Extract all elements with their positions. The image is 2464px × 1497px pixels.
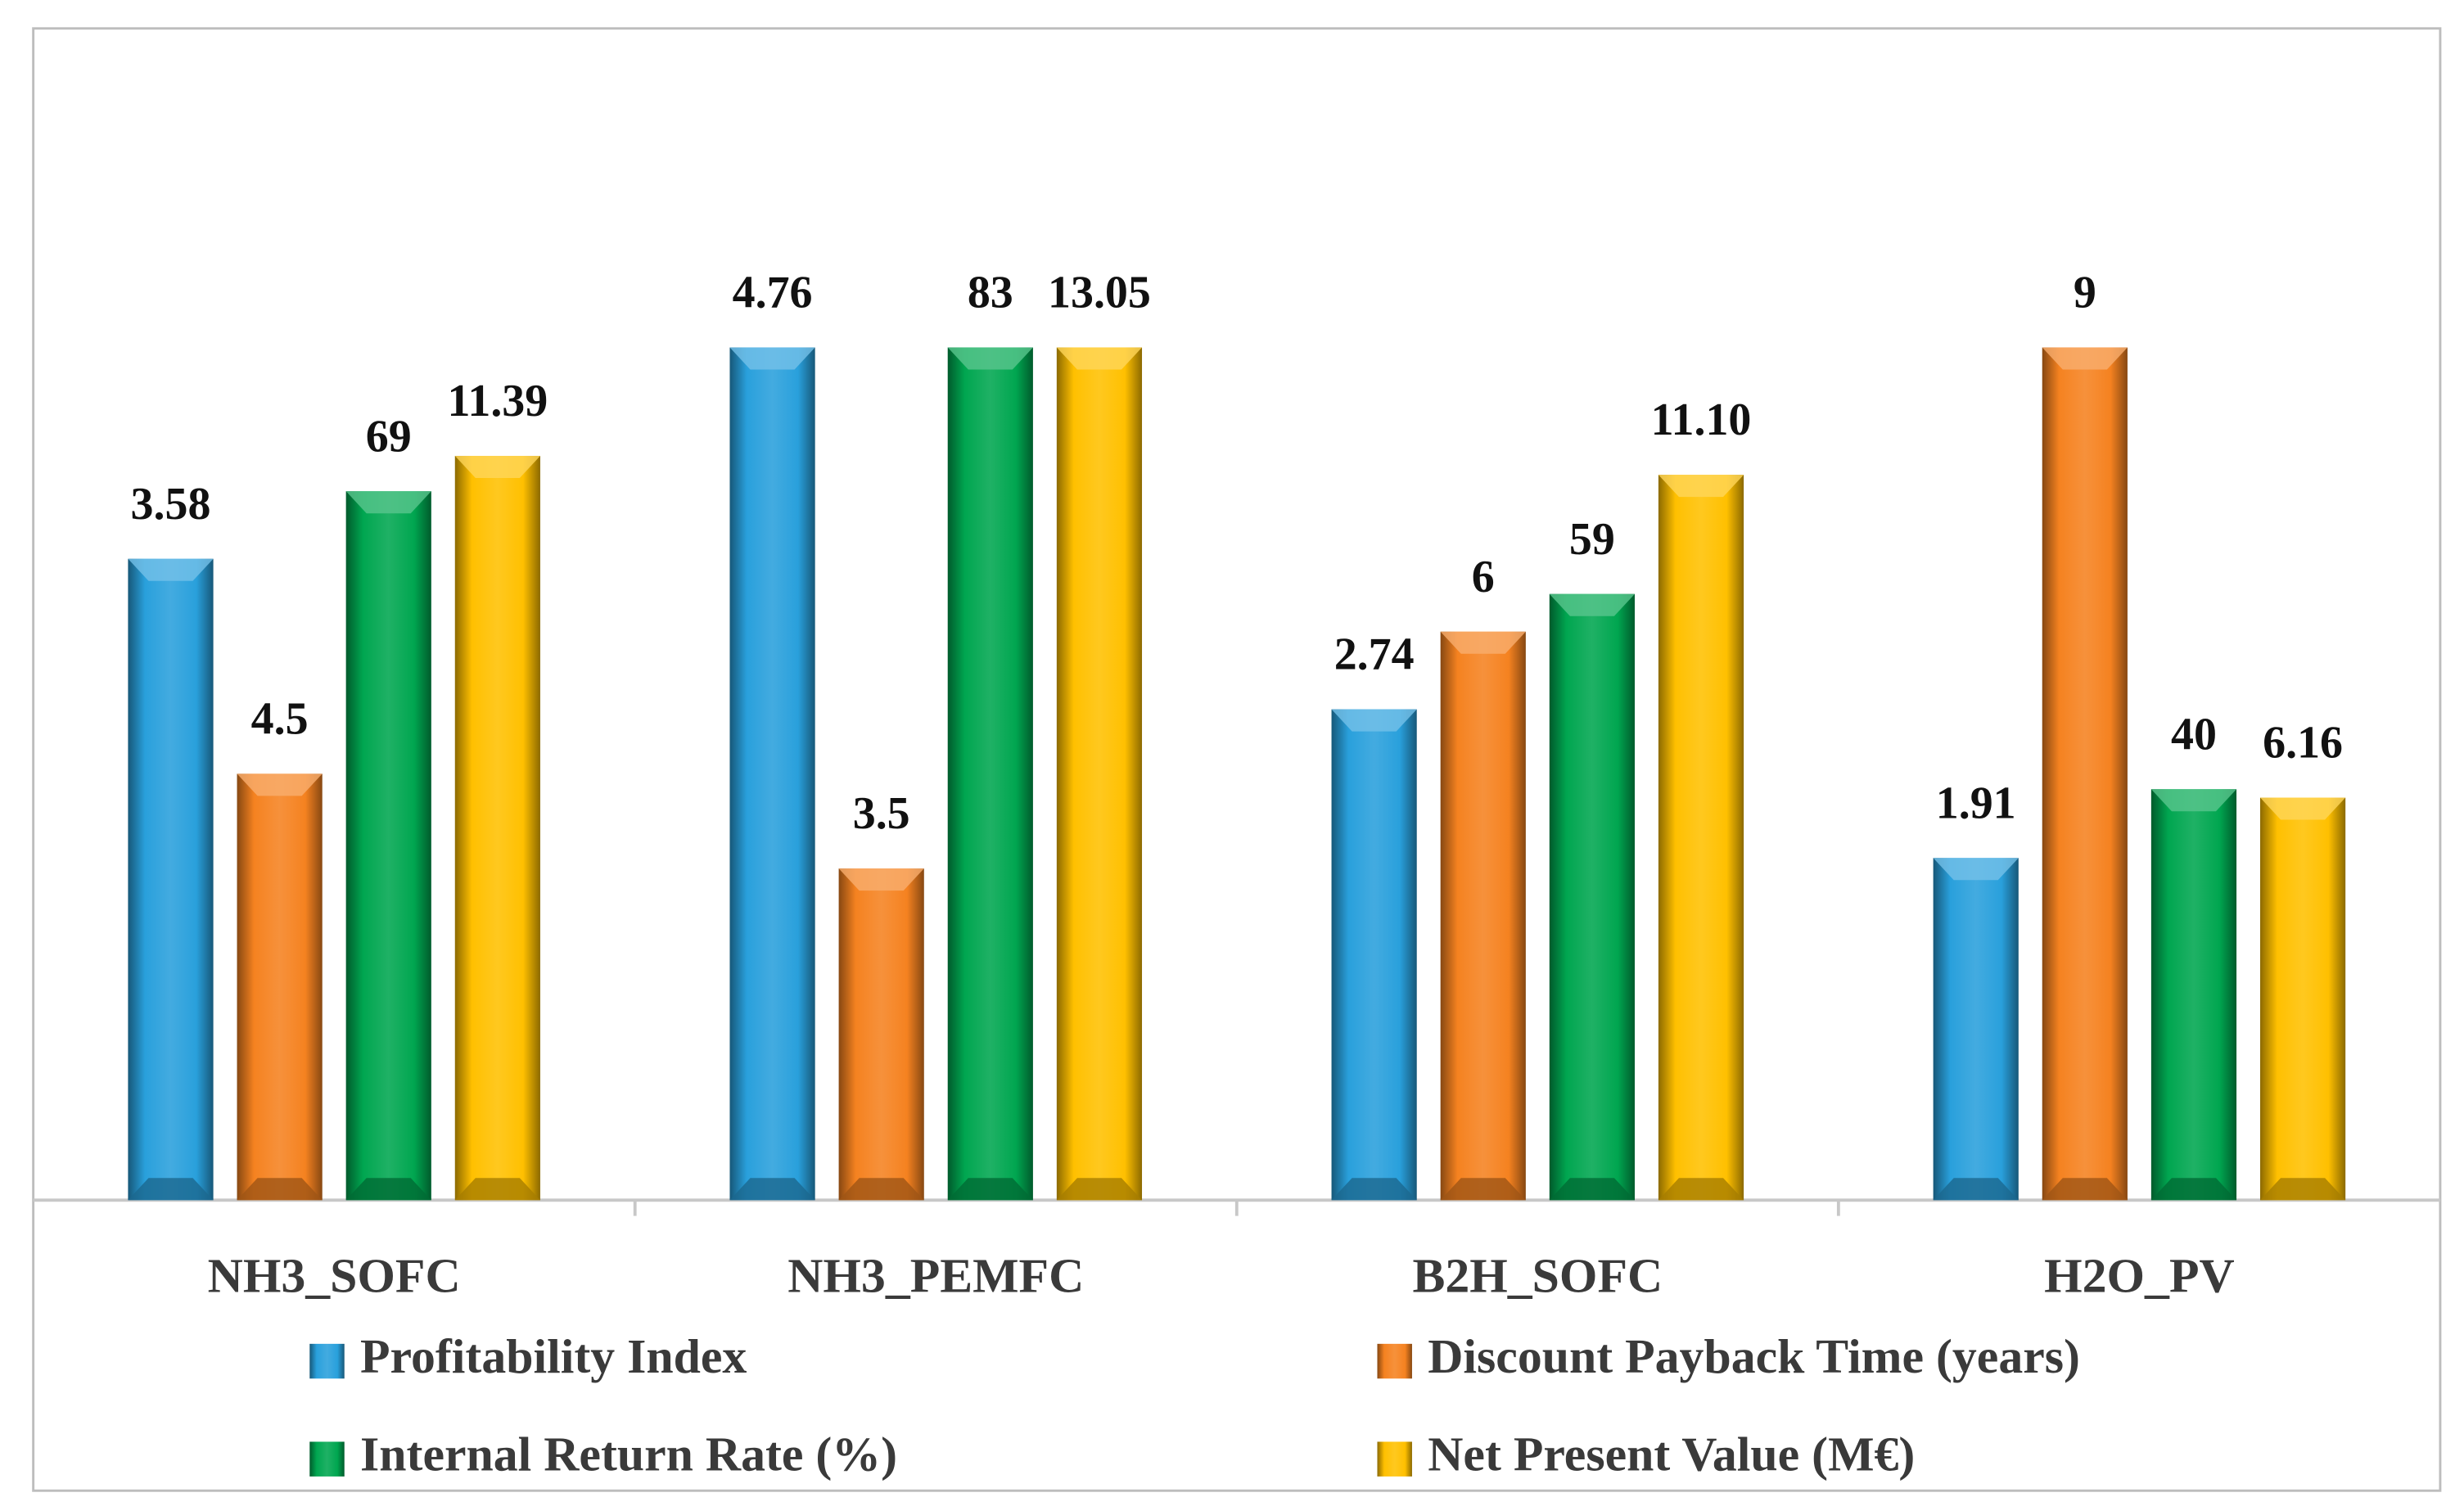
data-label: 13.05 <box>1048 268 1151 318</box>
bar <box>947 347 1033 1201</box>
bar <box>1549 593 1635 1201</box>
bar-bevel <box>729 1178 815 1201</box>
bar-bevel <box>1658 1178 1744 1201</box>
x-tick-label: NH3_SOFC <box>208 1248 461 1302</box>
bar-bevel <box>1331 1178 1417 1201</box>
data-label: 3.5 <box>853 788 910 839</box>
bar <box>1933 858 2019 1201</box>
data-label: 69 <box>366 411 412 462</box>
bar <box>1440 631 1526 1201</box>
bar <box>2150 789 2237 1201</box>
x-tick-label: NH3_PEMFC <box>787 1248 1084 1302</box>
legend-label: Net Present Value (M€) <box>1428 1427 1915 1481</box>
bar <box>2259 797 2346 1201</box>
bar-bevel <box>1549 593 1635 616</box>
legend-swatch <box>309 1343 345 1379</box>
data-label: 11.39 <box>447 376 548 426</box>
bar-bevel <box>1056 347 1143 370</box>
bar <box>1658 475 1744 1201</box>
bar-bevel <box>237 1178 323 1201</box>
data-label: 6 <box>1472 552 1495 602</box>
x-tick-label: H2O_PV <box>2044 1248 2235 1302</box>
x-tick-label: B2H_SOFC <box>1412 1248 1663 1302</box>
bar <box>2042 347 2128 1201</box>
bar-bevel <box>345 491 431 514</box>
bar-bevel <box>1658 475 1744 498</box>
bar <box>1056 347 1143 1201</box>
bar-bevel <box>1440 1178 1526 1201</box>
legend-label: Internal Return Rate (%) <box>360 1427 897 1481</box>
legend-swatch <box>1377 1441 1412 1477</box>
bar <box>128 558 214 1201</box>
bar <box>1331 709 1417 1201</box>
chart-frame <box>32 27 2442 1492</box>
bar-bevel <box>947 1178 1033 1201</box>
data-label: 11.10 <box>1651 395 1752 445</box>
bar-bevel <box>1933 858 2019 881</box>
bar-bevel <box>2259 1178 2346 1201</box>
data-label: 59 <box>1569 514 1615 565</box>
bar-bevel <box>947 347 1033 370</box>
legend-swatch <box>309 1441 345 1477</box>
bar-bevel <box>345 1178 431 1201</box>
bar-bevel <box>128 1178 214 1201</box>
bar-bevel <box>1440 631 1526 654</box>
data-label: 4.76 <box>733 268 813 318</box>
bar <box>237 773 323 1201</box>
bar-bevel <box>838 868 924 891</box>
bar <box>345 491 431 1201</box>
data-label: 4.5 <box>251 693 309 744</box>
data-label: 83 <box>968 268 1013 318</box>
data-label: 6.16 <box>2263 718 2343 769</box>
bar-bevel <box>2150 789 2237 812</box>
bar-bevel <box>454 455 540 478</box>
legend-label: Profitability Index <box>360 1329 747 1383</box>
bar-bevel <box>1933 1178 2019 1201</box>
bar-bevel <box>454 1178 540 1201</box>
data-label: 1.91 <box>1936 778 2016 828</box>
data-label: 40 <box>2171 709 2217 760</box>
bar-bevel <box>729 347 815 370</box>
legend-swatch <box>1377 1343 1412 1379</box>
bar-bevel <box>2259 797 2346 820</box>
bar-bevel <box>237 773 323 796</box>
bar-bevel <box>2042 1178 2128 1201</box>
bar <box>729 347 815 1201</box>
data-label: 9 <box>2074 268 2096 318</box>
bar <box>838 868 924 1201</box>
bar-bevel <box>128 558 214 581</box>
data-label: 2.74 <box>1334 629 1415 680</box>
bar <box>454 455 540 1201</box>
bar-bevel <box>1331 709 1417 732</box>
bar-bevel <box>1056 1178 1143 1201</box>
bar-bevel <box>838 1178 924 1201</box>
bar-bevel <box>1549 1178 1635 1201</box>
bar-bevel <box>2150 1178 2237 1201</box>
bar-bevel <box>2042 347 2128 370</box>
data-label: 3.58 <box>131 479 211 530</box>
legend-label: Discount Payback Time (years) <box>1428 1329 2080 1383</box>
